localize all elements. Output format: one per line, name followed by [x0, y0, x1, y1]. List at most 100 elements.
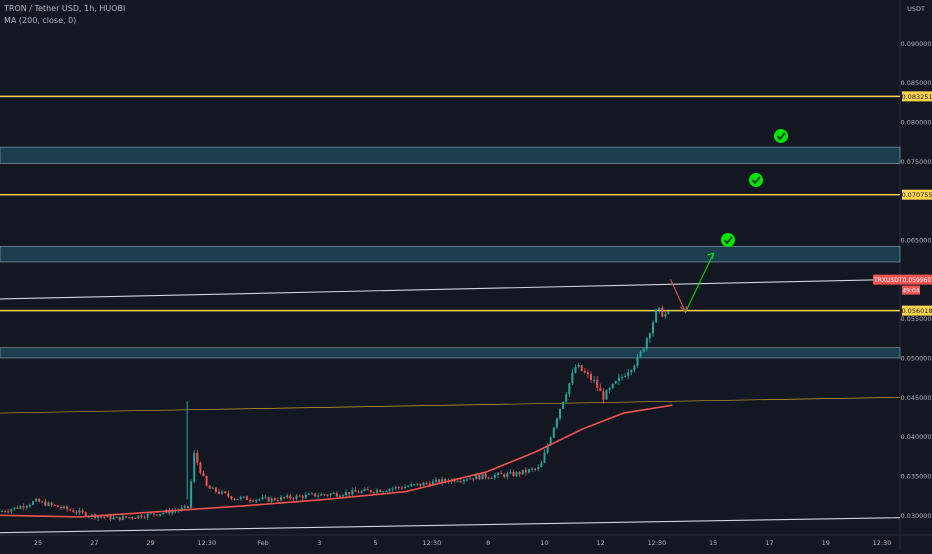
candle-body — [72, 510, 75, 513]
candle-body — [552, 427, 555, 438]
indicator-label[interactable]: MA (200, close, 0) — [4, 16, 77, 25]
candle-body — [273, 498, 276, 501]
candle-body — [162, 512, 165, 514]
candle-body — [363, 489, 366, 491]
candle-body — [394, 486, 397, 489]
candle-body — [245, 496, 248, 500]
candle-body — [295, 495, 298, 499]
target-check-icon — [749, 173, 763, 187]
candle-body — [599, 387, 602, 392]
candle-body — [484, 473, 487, 478]
candle-body — [524, 469, 527, 473]
price-tick-label: 0.055000 — [900, 315, 931, 323]
candle-body — [143, 517, 146, 519]
candle-body — [233, 499, 236, 501]
candle-body — [100, 516, 103, 518]
candle-body — [298, 495, 301, 497]
candle-body — [267, 497, 270, 502]
candle-body — [586, 372, 589, 375]
time-tick-label: 12 — [597, 539, 605, 547]
candle-body — [78, 510, 81, 513]
candle-body — [63, 506, 65, 509]
candle-body — [655, 309, 658, 323]
time-tick-label: 10 — [540, 539, 548, 547]
candle-body — [438, 479, 441, 483]
candle-body — [75, 512, 78, 514]
candle-body — [22, 506, 25, 508]
candle-body — [249, 499, 251, 501]
time-tick-label: 12:30 — [873, 539, 892, 547]
candle-body — [199, 462, 202, 473]
candle-body — [224, 491, 227, 494]
candle-body — [81, 510, 84, 513]
candle-body — [323, 494, 326, 496]
candle-body — [311, 493, 313, 495]
check-mark — [723, 236, 733, 245]
candle-body — [149, 513, 152, 515]
candle-body — [218, 491, 220, 494]
candle-body — [32, 501, 34, 505]
candle-body — [608, 388, 611, 391]
candle-body — [549, 437, 552, 446]
candle-body — [264, 497, 267, 499]
candle-body — [314, 493, 317, 497]
candle-body — [667, 312, 670, 314]
candle-body — [69, 509, 72, 511]
candle-body — [329, 493, 332, 496]
candle-body — [28, 504, 31, 507]
candle-body — [574, 367, 577, 373]
candle-body — [493, 475, 496, 478]
candle-body — [537, 467, 540, 469]
candle-body — [7, 511, 10, 513]
candle-body — [503, 474, 506, 477]
candle-body — [540, 462, 543, 468]
candle-body — [562, 401, 565, 409]
time-tick-label: 12:30 — [648, 539, 667, 547]
candle-body — [661, 307, 664, 317]
price-tick-label: 0.085000 — [900, 79, 931, 87]
candle-body — [388, 489, 391, 492]
target-check-icon — [721, 233, 735, 247]
time-tick-label: 5 — [374, 539, 378, 547]
candle-body — [125, 516, 127, 518]
candle-body — [518, 471, 521, 475]
candle-body — [66, 506, 69, 510]
candle-body — [568, 383, 571, 395]
candle-body — [373, 492, 375, 494]
candle-body — [639, 351, 642, 357]
candle-body — [497, 472, 499, 476]
candle-body — [351, 489, 354, 495]
candle-body — [397, 486, 400, 488]
candle-body — [360, 490, 363, 493]
candle-body — [385, 491, 388, 493]
candle-body — [214, 487, 217, 492]
candle-body — [180, 507, 183, 511]
candle-body — [593, 379, 596, 381]
up-arrow-line — [685, 253, 714, 313]
candle-body — [543, 452, 546, 463]
candle-body — [261, 497, 264, 500]
candle-body — [242, 496, 245, 498]
time-tick-label: 12:30 — [422, 539, 441, 547]
candle-body — [16, 507, 19, 509]
upper-trendline — [0, 278, 901, 300]
time-tick-label: 12:30 — [197, 539, 216, 547]
candle-body — [630, 370, 633, 373]
candles-group — [1, 305, 670, 522]
symbol-title[interactable]: TRON / Tether USD, 1h, HUOBI — [4, 4, 126, 13]
check-mark — [776, 132, 786, 141]
candle-body — [627, 372, 630, 377]
candle-body — [50, 502, 53, 505]
candle-body — [487, 477, 490, 479]
price-tick-label: 0.065000 — [900, 236, 931, 244]
ma-200-line — [0, 404, 673, 518]
candle-body — [304, 494, 307, 498]
candle-body — [515, 471, 518, 477]
candle-body — [109, 515, 112, 520]
candle-body — [196, 452, 199, 463]
candle-body — [546, 445, 549, 453]
candle-body — [146, 513, 149, 518]
candle-body — [115, 516, 118, 518]
